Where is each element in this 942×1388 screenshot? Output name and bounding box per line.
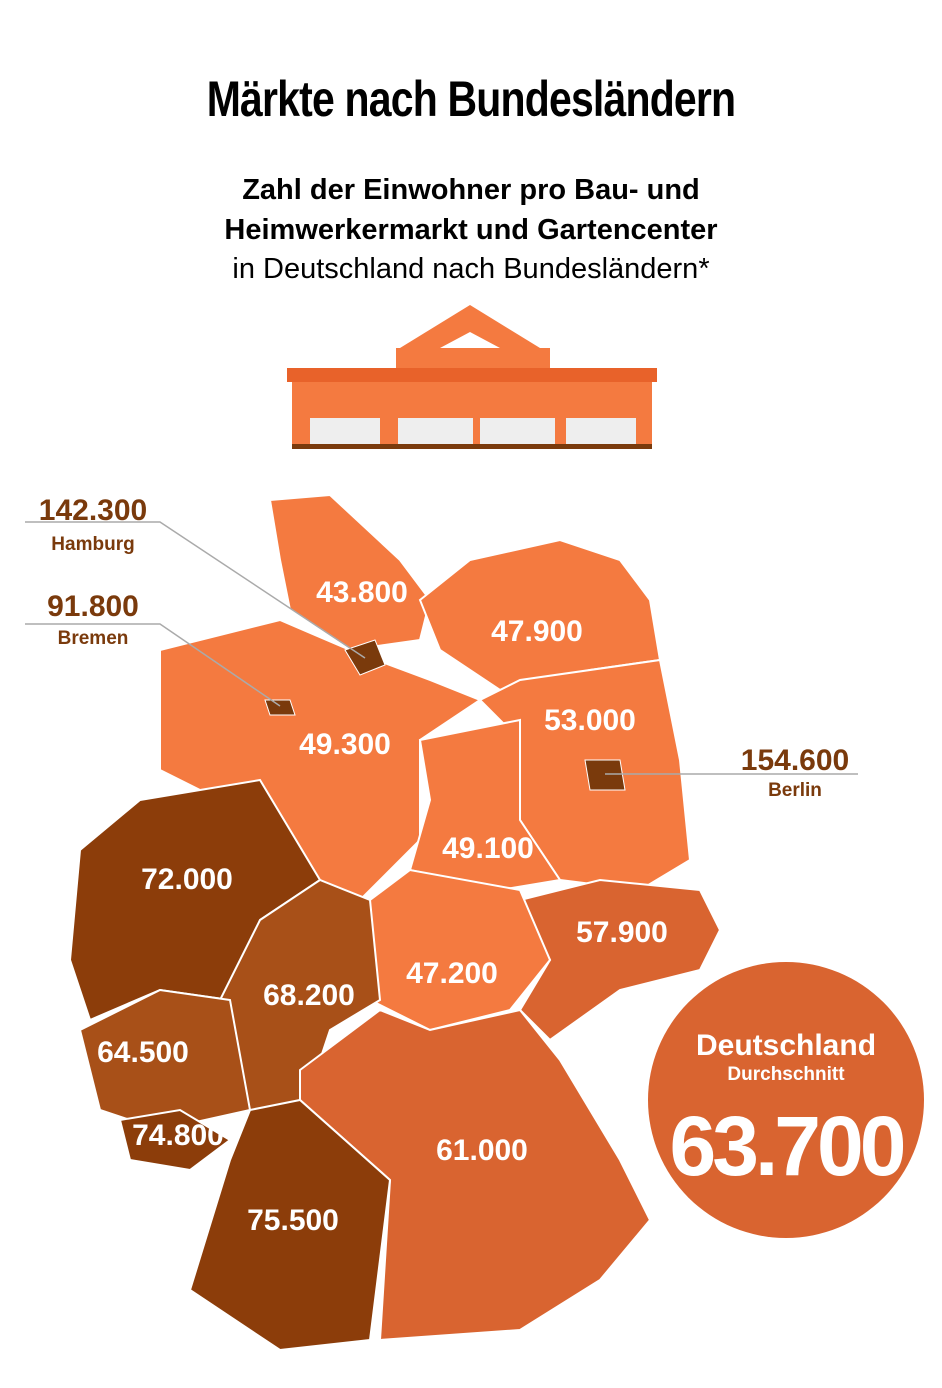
region-value: 74.800 (132, 1119, 224, 1152)
callout-value: 154.600 (741, 744, 849, 777)
region-value: 49.300 (299, 728, 391, 761)
region-value: 68.200 (263, 979, 355, 1012)
region-value: 57.900 (576, 916, 668, 949)
callouts (25, 521, 858, 775)
subtitle-note: in Deutschland nach Bundesländern* (232, 253, 710, 285)
region-value: 61.000 (436, 1134, 528, 1167)
callout-label: Berlin (768, 780, 822, 801)
store-icon (287, 305, 657, 449)
callout-value: 142.300 (39, 494, 147, 527)
callout-label: Hamburg (51, 534, 134, 555)
region-value: 64.500 (97, 1036, 189, 1069)
region-value: 47.200 (406, 957, 498, 990)
callout-label: Bremen (58, 628, 129, 649)
region-value: 72.000 (141, 863, 233, 896)
region-value: 43.800 (316, 576, 408, 609)
region-value: 47.900 (491, 615, 583, 648)
average-title: Deutschland (696, 1029, 876, 1062)
states (68, 493, 722, 1352)
average-subtitle: Durchschnitt (727, 1064, 845, 1085)
region-value: 53.000 (544, 704, 636, 737)
subtitle: Zahl der Einwohner pro Bau- und Heimwerk… (224, 174, 718, 246)
region-value: 49.100 (442, 832, 534, 865)
region-labels: 43.800 47.900 49.300 53.000 49.100 72.00… (97, 576, 668, 1237)
callout-value: 91.800 (47, 590, 139, 623)
average-value: 63.700 (670, 1099, 904, 1193)
region-value: 75.500 (247, 1204, 339, 1237)
title: Märkte nach Bundesländern (206, 71, 736, 127)
average-badge: Deutschland Durchschnitt 63.700 (648, 962, 924, 1238)
